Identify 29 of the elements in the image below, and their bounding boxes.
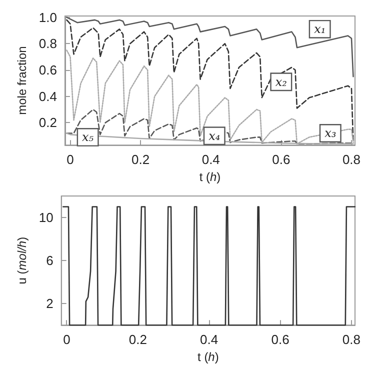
annotation: x₂ [275,74,288,89]
y-tick-label: 0.8 [38,36,57,52]
x-tick-label: 0.8 [342,152,361,168]
y-tick-label: 0.4 [38,88,57,104]
x-tick-label: 0.4 [200,332,218,348]
line-series [66,16,354,78]
y-tick-label: 0.6 [38,62,57,78]
annotation: x₃ [324,126,336,140]
x-tick-label: 0.2 [132,152,150,168]
annotation: x₄ [208,128,220,143]
x-tick-label: 0 [66,152,74,168]
y-tick-label: 1.0 [38,10,57,25]
y-tick-label: 0.2 [38,115,57,130]
x-axis-title: t (h) [199,170,221,184]
x-tick-label: 0.4 [202,152,220,168]
y-tick-label: 6 [46,253,54,268]
annotation: x₅ [82,130,94,144]
y-tick-label: 2 [46,296,54,312]
x-tick-label: 0.6 [271,332,290,348]
x-tick-label: 0 [63,332,70,348]
x-axis-title: t (h) [198,350,219,364]
line-series [66,19,354,144]
y-axis-title: u (mol/h) [15,236,29,284]
y-axis-title: mole fraction [15,46,29,115]
x-tick-label: 0.8 [342,332,360,348]
x-tick-label: 0.2 [128,332,147,348]
annotation: x₁ [314,22,326,36]
x-tick-label: 0.6 [272,152,290,168]
y-tick-label: 10 [38,210,54,226]
